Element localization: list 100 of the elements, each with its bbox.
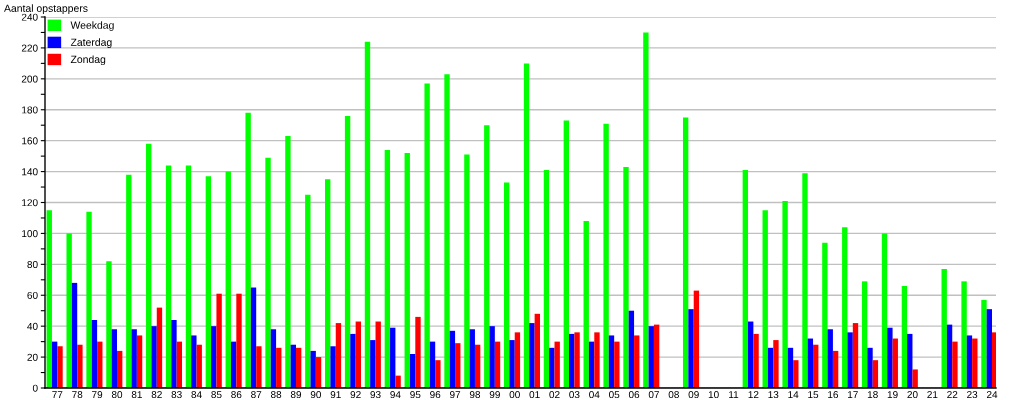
- bar: [682, 117, 689, 388]
- bar: [509, 340, 515, 388]
- y-tick-label: 40: [27, 322, 38, 330]
- bar: [256, 346, 262, 388]
- y-tick-label: 120: [22, 199, 38, 207]
- y-tick-label: 240: [21, 13, 38, 21]
- y-tick-label: 200: [21, 75, 38, 83]
- bar: [742, 170, 749, 388]
- x-tick-label: 22: [947, 391, 958, 399]
- bar: [77, 344, 83, 388]
- bar: [230, 341, 237, 388]
- bar: [748, 321, 754, 388]
- bar: [415, 316, 421, 388]
- bar: [753, 333, 759, 388]
- x-tick-label: 88: [270, 391, 282, 399]
- x-tick-label: 77: [52, 391, 63, 399]
- bar: [852, 323, 859, 388]
- bar: [57, 346, 63, 388]
- x-tick-label: 19: [887, 391, 898, 399]
- bar: [265, 157, 271, 388]
- y-tick-label: 0: [32, 384, 38, 392]
- bar: [514, 332, 521, 388]
- bar: [330, 346, 336, 388]
- x-tick-label: 12: [748, 391, 759, 399]
- x-tick-label: 16: [828, 391, 839, 399]
- bar: [370, 340, 376, 388]
- x-tick-label: 15: [808, 391, 819, 399]
- bar: [966, 335, 973, 388]
- bar: [305, 194, 311, 388]
- bar: [614, 341, 620, 388]
- x-tick-label: 81: [131, 391, 142, 399]
- bar: [643, 32, 649, 388]
- bar: [355, 321, 362, 388]
- bar: [86, 211, 92, 388]
- x-tick-label: 18: [867, 391, 878, 399]
- bar: [335, 323, 342, 388]
- legend-label: Weekdag: [70, 21, 114, 31]
- x-tick-label: 86: [231, 391, 242, 399]
- bar: [822, 242, 828, 388]
- bar: [106, 261, 112, 388]
- bar: [653, 324, 660, 388]
- bar: [409, 353, 416, 388]
- bar: [941, 268, 947, 388]
- bar: [827, 329, 833, 388]
- bar: [245, 112, 251, 388]
- bar: [872, 360, 879, 388]
- y-tick-label: 180: [22, 106, 38, 114]
- bar: [787, 347, 794, 388]
- bar: [205, 176, 212, 388]
- bar: [986, 309, 993, 388]
- x-tick-label: 00: [509, 391, 520, 399]
- bar: [435, 360, 441, 388]
- bar: [404, 153, 410, 388]
- bar: [455, 343, 461, 388]
- bar: [225, 171, 231, 388]
- x-tick-label: 95: [410, 391, 421, 399]
- x-tick-label: 06: [628, 391, 640, 399]
- x-tick-label: 84: [191, 391, 202, 399]
- bar: [424, 83, 430, 388]
- bar: [981, 299, 987, 388]
- bar: [310, 350, 316, 388]
- bar: [554, 341, 560, 388]
- x-tick-label: 24: [986, 391, 998, 399]
- bar: [91, 319, 98, 388]
- x-tick-label: 92: [350, 391, 361, 399]
- bar: [444, 74, 450, 388]
- bar: [270, 329, 277, 388]
- bar: [395, 375, 401, 388]
- x-tick-label: 94: [390, 391, 401, 399]
- bar: [290, 344, 296, 388]
- bar: [628, 310, 635, 388]
- bar: [887, 327, 893, 388]
- x-tick-label: 98: [469, 391, 481, 399]
- bar: [842, 227, 848, 388]
- bar: [802, 173, 808, 388]
- y-tick-label: 20: [27, 353, 38, 361]
- bar: [295, 347, 302, 388]
- bar: [901, 285, 908, 388]
- bar: [529, 323, 535, 388]
- y-tick-label: 220: [21, 44, 38, 52]
- y-tick-label: 60: [27, 291, 38, 299]
- bar: [429, 341, 436, 388]
- x-tick-label: 89: [290, 391, 302, 399]
- x-tick-label: 09: [688, 391, 699, 399]
- bar: [569, 333, 575, 388]
- x-tick-label: 10: [708, 391, 719, 399]
- bar: [97, 341, 103, 388]
- bar: [216, 293, 222, 388]
- x-tick-label: 91: [330, 391, 341, 399]
- x-tick-label: 08: [668, 391, 679, 399]
- bar: [185, 165, 192, 388]
- x-tick-label: 05: [609, 391, 620, 399]
- bar: [484, 125, 490, 388]
- x-tick-label: 02: [549, 391, 560, 399]
- x-tick-label: 97: [449, 391, 461, 399]
- x-tick-label: 13: [768, 391, 779, 399]
- y-tick-label: 100: [22, 230, 38, 238]
- bar: [489, 326, 495, 388]
- bar: [156, 307, 163, 388]
- y-tick-label: 80: [27, 260, 38, 269]
